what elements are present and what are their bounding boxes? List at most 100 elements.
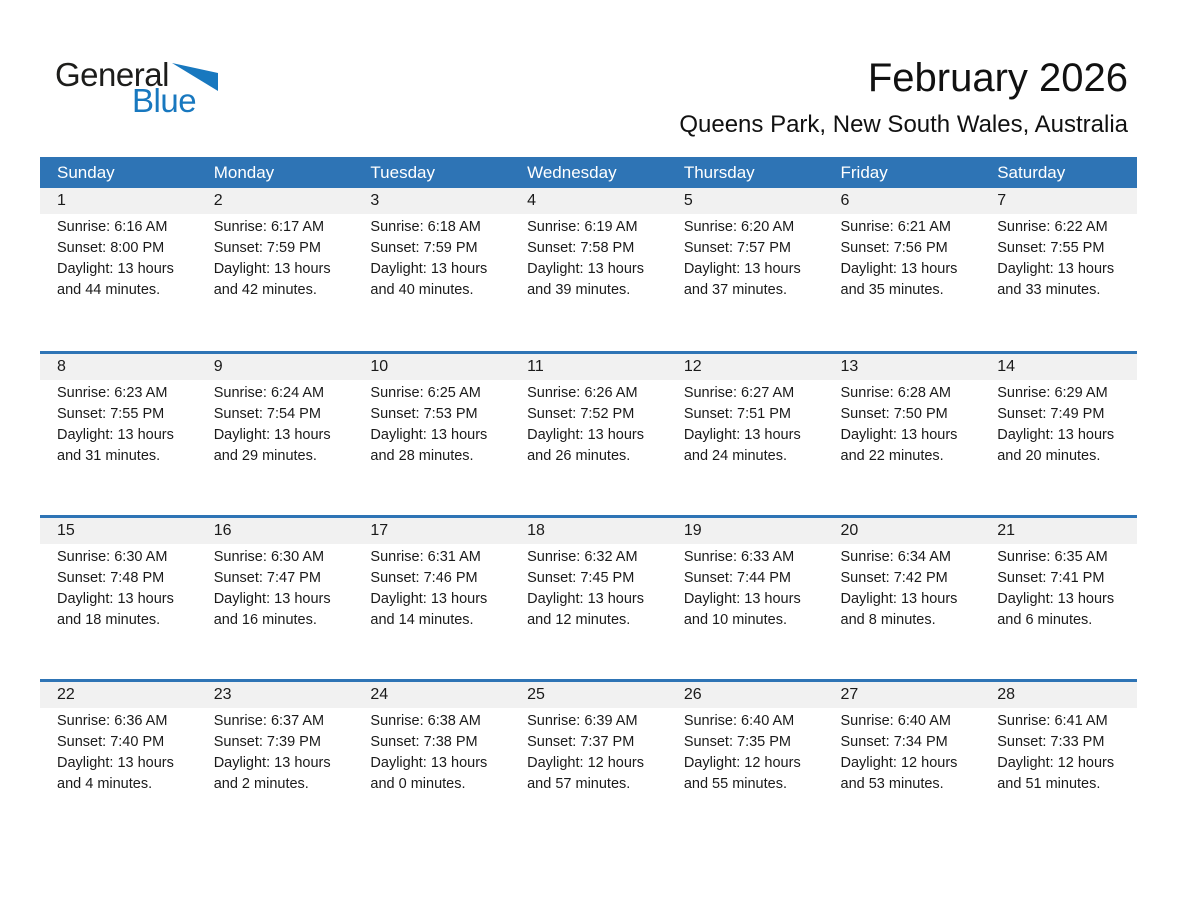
daylight-value: 13 hours and 44 minutes.	[57, 261, 174, 298]
daylight-line: Daylight: 13 hours and 44 minutes.	[57, 259, 189, 301]
daylight-label: Daylight:	[57, 754, 114, 771]
daylight-label: Daylight:	[997, 426, 1054, 443]
general-blue-logo: General Blue	[55, 58, 218, 117]
daylight-label: Daylight:	[683, 754, 741, 771]
daylight-label: Daylight:	[370, 754, 427, 771]
daylight-value: 13 hours and 0 minutes.	[370, 754, 488, 792]
sunrise-label: Sunrise:	[213, 219, 267, 235]
month-title: February 2026	[867, 56, 1128, 100]
sunset-line: Sunset: 7:38 PM	[370, 732, 502, 753]
day-number: 23	[196, 681, 354, 708]
day-cell: 11 Sunrise: 6:26 AM Sunset: 7:52 PM Dayl…	[510, 352, 667, 516]
day-details: Sunrise: 6:34 AM Sunset: 7:42 PM Dayligh…	[824, 544, 981, 631]
sunset-value: 7:45 PM	[580, 569, 635, 586]
day-cell: 8 Sunrise: 6:23 AM Sunset: 7:55 PM Dayli…	[40, 352, 197, 516]
day-number: 18	[510, 517, 667, 544]
sunset-label: Sunset:	[840, 240, 890, 256]
sunset-value: 7:56 PM	[893, 240, 948, 256]
sunset-value: 7:51 PM	[737, 405, 792, 422]
daylight-label: Daylight:	[527, 590, 584, 607]
day-number: 22	[40, 681, 197, 708]
sunrise-value: 6:41 AM	[1054, 712, 1108, 729]
sunset-line: Sunset: 7:57 PM	[684, 238, 816, 259]
day-cell: 16 Sunrise: 6:30 AM Sunset: 7:47 PM Dayl…	[196, 516, 354, 680]
day-details: Sunrise: 6:21 AM Sunset: 7:56 PM Dayligh…	[824, 214, 981, 301]
sunrise-line: Sunrise: 6:19 AM	[527, 217, 659, 238]
daylight-line: Daylight: 13 hours and 0 minutes.	[370, 753, 502, 795]
daylight-value: 12 hours and 51 minutes.	[997, 754, 1115, 792]
sunrise-line: Sunrise: 6:36 AM	[57, 711, 189, 732]
sunrise-label: Sunrise:	[527, 548, 581, 565]
daylight-value: 13 hours and 16 minutes.	[213, 590, 331, 628]
sunset-label: Sunset:	[57, 405, 107, 422]
sunrise-line: Sunrise: 6:39 AM	[527, 711, 659, 732]
day-details: Sunrise: 6:26 AM Sunset: 7:52 PM Dayligh…	[510, 380, 667, 467]
daylight-value: 13 hours and 2 minutes.	[213, 754, 331, 792]
sunrise-value: 6:25 AM	[427, 384, 481, 401]
sunrise-label: Sunrise:	[57, 712, 111, 729]
sunrise-value: 6:19 AM	[584, 219, 638, 235]
daylight-label: Daylight:	[840, 754, 897, 771]
sunrise-line: Sunrise: 6:20 AM	[684, 217, 816, 238]
day-details: Sunrise: 6:20 AM Sunset: 7:57 PM Dayligh…	[667, 214, 824, 301]
day-details: Sunrise: 6:32 AM Sunset: 7:45 PM Dayligh…	[510, 544, 667, 631]
daylight-line: Daylight: 12 hours and 53 minutes.	[841, 753, 973, 795]
daylight-line: Daylight: 13 hours and 35 minutes.	[841, 259, 973, 301]
sunrise-label: Sunrise:	[683, 384, 738, 401]
sunset-label: Sunset:	[213, 733, 263, 750]
sunset-line: Sunset: 7:59 PM	[214, 238, 346, 259]
day-number: 17	[353, 517, 511, 544]
sunset-line: Sunset: 7:48 PM	[57, 568, 189, 589]
sunset-line: Sunset: 7:34 PM	[841, 732, 973, 753]
day-number: 3	[353, 188, 511, 214]
day-details: Sunrise: 6:39 AM Sunset: 7:37 PM Dayligh…	[510, 708, 667, 795]
day-details: Sunrise: 6:40 AM Sunset: 7:34 PM Dayligh…	[824, 708, 981, 795]
calendar-body: 1 Sunrise: 6:16 AM Sunset: 8:00 PM Dayli…	[40, 188, 1137, 844]
day-number: 28	[980, 681, 1137, 708]
sunrise-label: Sunrise:	[527, 384, 581, 401]
sunrise-line: Sunrise: 6:29 AM	[997, 383, 1129, 404]
day-cell: 22 Sunrise: 6:36 AM Sunset: 7:40 PM Dayl…	[40, 680, 197, 844]
sunrise-value: 6:39 AM	[584, 712, 638, 729]
daylight-line: Daylight: 13 hours and 37 minutes.	[684, 259, 816, 301]
sunset-value: 7:55 PM	[1050, 240, 1105, 256]
daylight-value: 12 hours and 55 minutes.	[683, 754, 801, 792]
sunrise-label: Sunrise:	[997, 219, 1051, 235]
sunset-value: 7:35 PM	[737, 733, 792, 750]
daylight-value: 13 hours and 22 minutes.	[840, 426, 958, 464]
daylight-label: Daylight:	[213, 426, 271, 443]
sunset-line: Sunset: 7:53 PM	[370, 404, 502, 425]
daylight-label: Daylight:	[370, 590, 427, 607]
sunset-label: Sunset:	[370, 569, 420, 586]
sunrise-line: Sunrise: 6:25 AM	[370, 383, 502, 404]
sunset-value: 7:41 PM	[1050, 569, 1105, 586]
sunset-value: 7:48 PM	[110, 569, 165, 586]
sunset-label: Sunset:	[683, 569, 733, 586]
weekday-header-monday: Monday	[196, 157, 354, 188]
sunset-label: Sunset:	[527, 240, 577, 256]
sunrise-value: 6:30 AM	[270, 548, 325, 565]
sunrise-label: Sunrise:	[370, 219, 424, 235]
daylight-line: Daylight: 13 hours and 18 minutes.	[57, 589, 189, 631]
sunset-line: Sunset: 7:33 PM	[997, 732, 1129, 753]
sunset-line: Sunset: 7:58 PM	[527, 238, 659, 259]
weekday-header-wednesday: Wednesday	[510, 157, 667, 188]
sunset-label: Sunset:	[683, 405, 733, 422]
sunset-value: 7:52 PM	[580, 405, 635, 422]
sunset-label: Sunset:	[57, 569, 107, 586]
daylight-label: Daylight:	[57, 590, 114, 607]
day-cell: 20 Sunrise: 6:34 AM Sunset: 7:42 PM Dayl…	[823, 516, 981, 680]
sunrise-label: Sunrise:	[213, 384, 267, 401]
weekday-header-friday: Friday	[823, 157, 981, 188]
day-details: Sunrise: 6:24 AM Sunset: 7:54 PM Dayligh…	[197, 380, 354, 467]
sunset-line: Sunset: 7:39 PM	[214, 732, 346, 753]
daylight-value: 13 hours and 12 minutes.	[527, 590, 644, 628]
sunrise-value: 6:31 AM	[427, 548, 481, 565]
sunset-label: Sunset:	[370, 240, 420, 256]
sunset-label: Sunset:	[683, 733, 733, 750]
sunrise-label: Sunrise:	[840, 712, 894, 729]
sunrise-line: Sunrise: 6:34 AM	[841, 547, 973, 568]
daylight-value: 13 hours and 18 minutes.	[57, 590, 174, 628]
day-number: 6	[823, 188, 981, 214]
daylight-line: Daylight: 12 hours and 57 minutes.	[527, 753, 659, 795]
